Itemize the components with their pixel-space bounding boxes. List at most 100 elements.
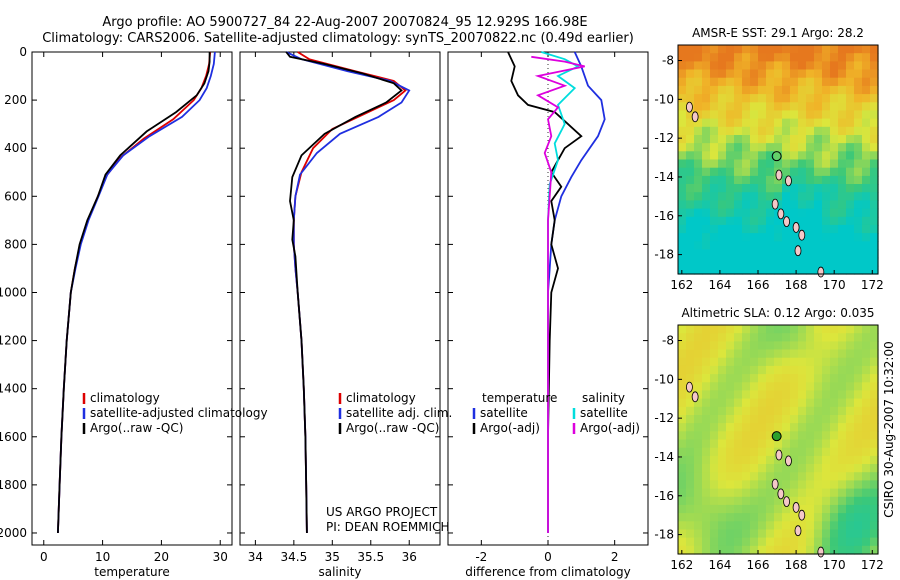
heatmap-cell	[734, 341, 743, 351]
heatmap-cell	[686, 496, 695, 506]
y-tick-label: -14	[654, 450, 674, 464]
heatmap-cell	[854, 135, 863, 144]
heatmap-cell	[782, 61, 791, 71]
heatmap-cell	[854, 333, 863, 342]
heatmap-cell	[854, 349, 863, 359]
heatmap-cell	[806, 341, 815, 351]
heatmap-cell	[718, 423, 727, 432]
heatmap-cell	[758, 365, 767, 375]
heatmap-cell	[766, 529, 775, 539]
heatmap-cell	[710, 94, 719, 103]
heatmap-cell	[830, 439, 839, 449]
heatmap-cell	[806, 431, 815, 441]
heatmap-cell	[702, 192, 711, 201]
heatmap-cell	[766, 241, 775, 251]
heatmap-cell	[750, 439, 759, 449]
heatmap-cell	[678, 464, 687, 473]
heatmap-cell	[718, 265, 727, 275]
heatmap-cell	[766, 233, 775, 242]
heatmap-cell	[846, 455, 855, 465]
heatmap-cell	[822, 521, 831, 531]
heatmap-cell	[790, 167, 799, 177]
heatmap-cell	[718, 513, 727, 522]
heatmap-cell	[750, 216, 759, 226]
heatmap-cell	[742, 45, 751, 54]
heatmap-cell	[822, 341, 831, 351]
heatmap-cell	[718, 480, 727, 490]
heatmap-cell	[726, 382, 735, 392]
heatmap-cell	[830, 110, 839, 120]
island-outline	[771, 198, 779, 210]
heatmap-cell	[854, 455, 863, 465]
heatmap-cell	[726, 159, 735, 169]
heatmap-cell	[694, 53, 703, 62]
heatmap-cell	[734, 325, 743, 334]
heatmap-cell	[854, 53, 863, 62]
heatmap-cell	[822, 325, 831, 334]
heatmap-cell	[758, 184, 767, 193]
sla-map: 162 164 166 168 170 172 -8 -10 -12 -14 -16 -18 Altim…	[654, 306, 896, 572]
heatmap-cell	[870, 61, 879, 71]
heatmap-cell	[782, 257, 791, 267]
heatmap-cell	[854, 143, 863, 152]
heatmap-cell	[830, 208, 839, 218]
heatmap-cell	[830, 69, 839, 79]
heatmap-cell	[742, 374, 751, 383]
heatmap-cell	[806, 61, 815, 71]
heatmap-cell	[846, 496, 855, 506]
heatmap-cell	[774, 192, 783, 201]
heatmap-cell	[694, 135, 703, 144]
heatmap-cell	[838, 496, 847, 506]
heatmap-cell	[742, 110, 751, 120]
heatmap-cell	[798, 85, 807, 95]
header-line-2: Climatology: CARS2006. Satellite-adjuste…	[42, 31, 634, 46]
heatmap-cell	[718, 167, 727, 177]
heatmap-cell	[782, 365, 791, 375]
heatmap-cell	[822, 233, 831, 242]
heatmap-cell	[846, 390, 855, 400]
heatmap-cell	[774, 365, 783, 375]
heatmap-cell	[846, 333, 855, 342]
heatmap-cell	[766, 341, 775, 351]
heatmap-cell	[766, 415, 775, 424]
heatmap-cell	[782, 249, 791, 259]
heatmap-cell	[686, 455, 695, 465]
heatmap-cell	[750, 349, 759, 359]
heatmap-cell	[806, 126, 815, 136]
heatmap-cell	[734, 398, 743, 408]
profile-panel-1: 0 10 20 30 temperature 0 200 400 600 800 1000 1200 1…	[0, 45, 233, 579]
charts-group: 0 10 20 30temperature0200400600800100012001…	[0, 26, 896, 579]
heatmap-cell	[830, 53, 839, 62]
heatmap-cell	[766, 374, 775, 383]
heatmap-cell	[694, 143, 703, 152]
heatmap-cell	[774, 53, 783, 62]
heatmap-cell	[838, 398, 847, 408]
heatmap-cell	[870, 208, 879, 218]
heatmap-cell	[846, 175, 855, 185]
heatmap-cell	[726, 241, 735, 251]
heatmap-cell	[718, 110, 727, 120]
heatmap-cell	[862, 521, 871, 531]
heatmap-cell	[822, 53, 831, 62]
heatmap-cell	[766, 45, 775, 54]
x-tick-label: 162	[670, 558, 693, 572]
heatmap-cell	[870, 45, 879, 54]
heatmap-cell	[838, 241, 847, 251]
heatmap-cell	[806, 472, 815, 481]
island-outline	[691, 111, 699, 123]
heatmap-cell	[806, 374, 815, 383]
heatmap-cell	[814, 513, 823, 522]
heatmap-cell	[870, 151, 879, 161]
x-tick-label: 30	[213, 550, 228, 564]
heatmap-cell	[822, 102, 831, 112]
heatmap-cell	[798, 110, 807, 120]
heatmap-cell	[718, 382, 727, 392]
heatmap-cell	[838, 406, 847, 416]
heatmap-cell	[814, 529, 823, 539]
heatmap-cell	[790, 175, 799, 185]
heatmap-cell	[758, 175, 767, 185]
legend-entry: satellite	[580, 406, 628, 420]
heatmap-cell	[678, 472, 687, 481]
heatmap-cell	[750, 85, 759, 95]
